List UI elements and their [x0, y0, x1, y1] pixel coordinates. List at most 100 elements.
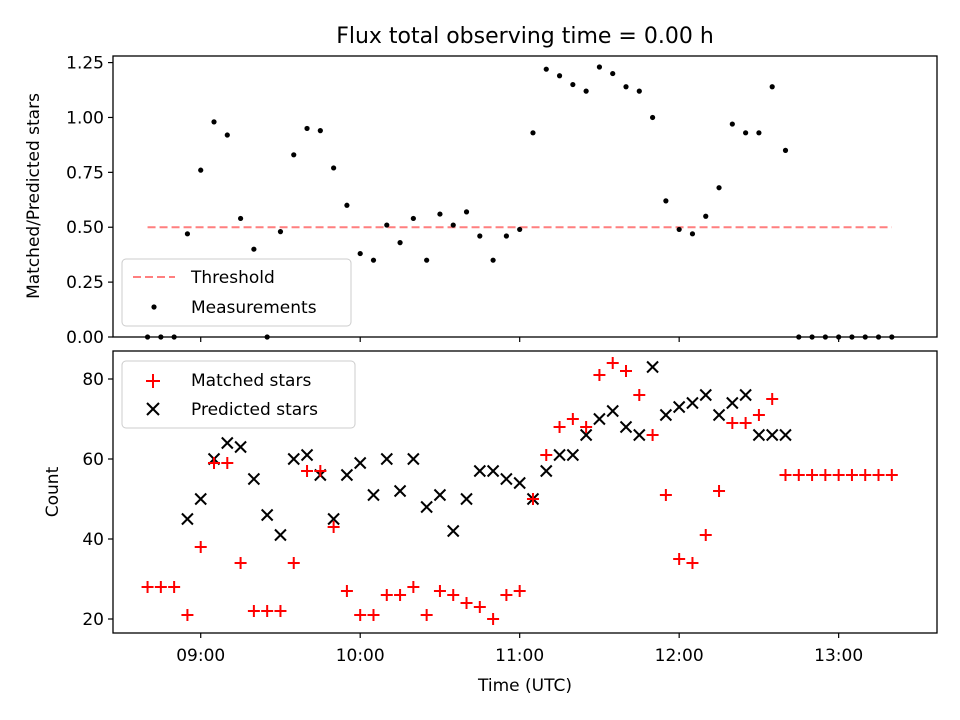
- matched-star-point: [287, 557, 300, 569]
- matched-star-point: [845, 469, 858, 481]
- bottom-y-axis-label: Count: [43, 466, 63, 517]
- legend-predicted-x-icon: [146, 402, 160, 416]
- measurement-point: [291, 152, 297, 158]
- measurement-point: [424, 257, 430, 263]
- predicted-star-point: [247, 472, 261, 486]
- predicted-star-point: [287, 452, 300, 466]
- measurement-point: [676, 226, 682, 233]
- predicted-star-point: [353, 456, 367, 470]
- predicted-star-point: [646, 360, 659, 374]
- top-y-tick-label: 0.25: [66, 273, 104, 293]
- predicted-star-point: [659, 408, 673, 422]
- top-y-ticks: 0.00 0.25 0.50 0.75 1.00 1.25: [66, 54, 113, 348]
- matched-star-point: [540, 449, 553, 461]
- predicted-star-point: [593, 412, 606, 426]
- measurement-point: [583, 88, 589, 94]
- measurement-point: [184, 231, 191, 237]
- measurement-point: [636, 88, 642, 94]
- predicted-star-point: [407, 452, 420, 466]
- matched-star-point: [699, 529, 712, 541]
- matched-star-point: [832, 469, 845, 481]
- predicted-star-point: [300, 448, 314, 462]
- legend-threshold-label: Threshold: [190, 268, 275, 288]
- bottom-x-ticks: 09:00 10:00 11:00 12:00 13:00: [176, 633, 863, 666]
- top-x-ticks: [200, 337, 840, 342]
- x-tick-label: 10:00: [336, 646, 385, 666]
- predicted-star-point: [726, 396, 739, 410]
- measurement-point: [237, 215, 244, 222]
- predicted-star-point: [433, 488, 447, 502]
- measurement-point: [517, 226, 523, 233]
- top-y-axis-label: Matched/Predicted stars: [24, 93, 44, 299]
- matched-star-point: [380, 589, 393, 601]
- matched-star-point: [394, 589, 407, 601]
- legend-matched-plus-icon: [146, 374, 160, 388]
- predicted-star-point: [699, 388, 712, 402]
- legend-matched-label: Matched stars: [191, 371, 311, 391]
- matched-star-point: [433, 585, 446, 597]
- predicted-star-point: [473, 464, 487, 478]
- predicted-star-point: [327, 512, 340, 526]
- matched-star-point: [181, 609, 194, 621]
- matched-star-point: [407, 581, 420, 593]
- bottom-y-tick-label: 40: [82, 530, 104, 550]
- measurement-point: [556, 73, 563, 79]
- matched-star-point: [859, 469, 872, 481]
- measurement-point: [769, 84, 775, 90]
- matched-star-point: [580, 421, 593, 433]
- predicted-star-point: [712, 408, 726, 422]
- measurement-point: [410, 215, 416, 222]
- matched-star-point: [354, 609, 367, 621]
- measurement-point: [384, 222, 390, 228]
- matched-star-point: [327, 521, 340, 533]
- matched-star-point: [726, 417, 739, 429]
- measurement-point: [463, 209, 470, 215]
- measurement-point: [663, 198, 669, 204]
- bottom-y-tick-label: 20: [82, 610, 104, 630]
- x-tick-label: 09:00: [176, 646, 225, 666]
- top-marks: [144, 64, 895, 340]
- matched-star-point: [340, 585, 353, 597]
- top-y-tick-label: 0.50: [66, 218, 104, 238]
- matched-star-point: [713, 485, 726, 497]
- measurement-point: [198, 167, 204, 173]
- top-y-tick-label: 1.00: [66, 108, 104, 128]
- matched-star-point: [686, 557, 699, 569]
- measurement-point: [251, 246, 257, 252]
- bottom-marks: [141, 357, 898, 625]
- bottom-legend-box: [121, 360, 356, 429]
- matched-star-point: [620, 365, 633, 377]
- matched-star-point: [194, 541, 207, 553]
- predicted-star-point: [420, 500, 433, 514]
- measurement-point: [743, 130, 749, 136]
- predicted-star-point: [686, 396, 699, 410]
- bottom-axes-frame: [112, 350, 938, 634]
- x-axis-label: Time (UTC): [477, 676, 572, 696]
- measurement-point: [703, 213, 709, 219]
- predicted-star-point: [380, 452, 393, 466]
- measurement-point: [224, 132, 230, 138]
- predicted-star-point: [234, 440, 247, 454]
- matched-star-point: [208, 457, 221, 469]
- measurement-point: [543, 66, 549, 72]
- predicted-star-point: [367, 488, 380, 502]
- matched-star-point: [673, 553, 686, 565]
- predicted-star-point: [460, 492, 473, 506]
- measurement-point: [782, 147, 789, 153]
- predicted-star-point: [500, 472, 513, 486]
- top-legend-box: [121, 258, 352, 327]
- matched-star-point: [473, 601, 486, 613]
- predicted-star-point: [752, 428, 766, 442]
- matched-star-point: [274, 605, 287, 617]
- measurement-point: [437, 211, 443, 217]
- matched-star-point: [806, 469, 819, 481]
- measurement-point: [357, 250, 363, 257]
- matched-star-point: [659, 489, 672, 501]
- predicted-star-point: [260, 508, 274, 522]
- top-legend: Threshold Measurements: [121, 258, 352, 327]
- matched-star-point: [221, 457, 234, 469]
- matched-star-point: [752, 409, 765, 421]
- matched-star-point: [420, 609, 433, 621]
